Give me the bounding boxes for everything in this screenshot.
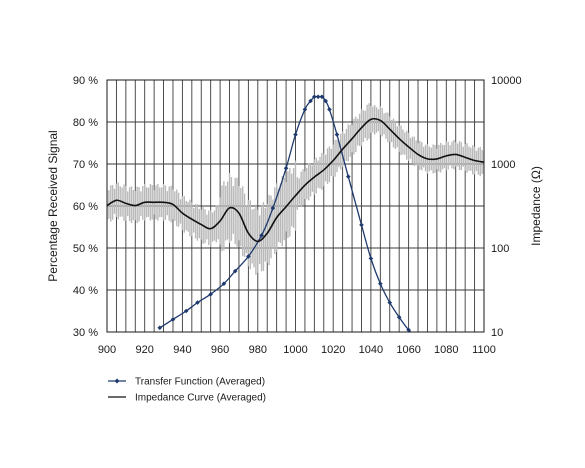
x-tick-label: 1040: [359, 344, 383, 356]
y-right-tick-label: 10: [491, 327, 503, 339]
x-tick-label: 1020: [321, 344, 345, 356]
legend-label-transfer-function: Transfer Function (Averaged): [135, 377, 265, 388]
x-tick-label: 1100: [472, 344, 496, 356]
tick-labels: 900 920 940 960 980 1000 1020 1040 1060 1080 1100 3…: [73, 75, 522, 356]
y-left-tick-label: 30 %: [73, 327, 98, 339]
x-tick-label: 1000: [283, 344, 307, 356]
transfer-function-point: [327, 107, 332, 112]
transfer-function-point: [293, 132, 298, 137]
transfer-function-point: [323, 98, 328, 104]
transfer-function-point: [359, 222, 364, 228]
transfer-function-point: [157, 325, 163, 331]
x-tick-label: 900: [98, 344, 116, 356]
x-tick-label: 1060: [396, 344, 420, 356]
x-tick-label: 960: [211, 344, 229, 356]
y-left-tick-label: 40 %: [73, 285, 98, 297]
y-right-tick-label: 100: [491, 243, 509, 255]
y-right-tick-label: 10000: [491, 75, 522, 87]
legend-marker-transfer-function: [114, 378, 120, 384]
transfer-function-point: [270, 205, 276, 211]
transfer-function-point: [345, 174, 351, 179]
x-tick-label: 1080: [434, 344, 458, 356]
transfer-function-point: [378, 281, 383, 286]
legend-item-impedance-curve: Impedance Curve (Averaged): [108, 393, 266, 404]
transfer-function-point: [406, 327, 411, 332]
series-line-impedance-curve: [107, 117, 484, 243]
legend-item-transfer-function: Transfer Function (Averaged): [108, 377, 265, 388]
y-left-tick-label: 80 %: [73, 117, 98, 129]
x-tick-label: 980: [249, 344, 267, 356]
transfer-function-point: [221, 281, 227, 286]
legend: Transfer Function (Averaged) Impedance C…: [108, 377, 266, 404]
transfer-function-point: [183, 308, 189, 314]
transfer-function-point: [195, 300, 200, 305]
transfer-function-point: [387, 300, 393, 305]
transfer-function-point: [315, 94, 321, 100]
transfer-function-point: [259, 233, 264, 238]
y-left-axis-title: Percentage Received Signal: [46, 130, 60, 281]
y-right-axis-title: Impedance (Ω): [529, 166, 543, 246]
y-left-tick-label: 90 %: [73, 75, 98, 87]
transfer-function-point: [170, 317, 176, 322]
transfer-function-point: [368, 256, 374, 261]
transfer-function-point: [319, 94, 325, 100]
y-left-tick-label: 60 %: [73, 201, 98, 213]
plot-frame: [106, 79, 485, 333]
y-left-tick-label: 70 %: [73, 159, 98, 171]
transfer-function-point: [283, 165, 289, 171]
transfer-function-point: [232, 268, 238, 274]
y-right-tick-label: 1000: [491, 159, 515, 171]
series-layer: [107, 94, 484, 332]
x-tick-label: 920: [136, 344, 154, 356]
y-left-tick-label: 50 %: [73, 243, 98, 255]
x-tick-label: 940: [173, 344, 191, 356]
legend-label-impedance-curve: Impedance Curve (Averaged): [135, 393, 266, 404]
transfer-function-point: [246, 254, 251, 259]
transfer-function-point: [302, 107, 308, 112]
transfer-function-point: [308, 98, 313, 104]
transfer-function-point: [208, 291, 213, 297]
transfer-function-point: [312, 94, 317, 100]
transfer-function-point: [396, 315, 402, 320]
transfer-function-point: [334, 132, 340, 137]
